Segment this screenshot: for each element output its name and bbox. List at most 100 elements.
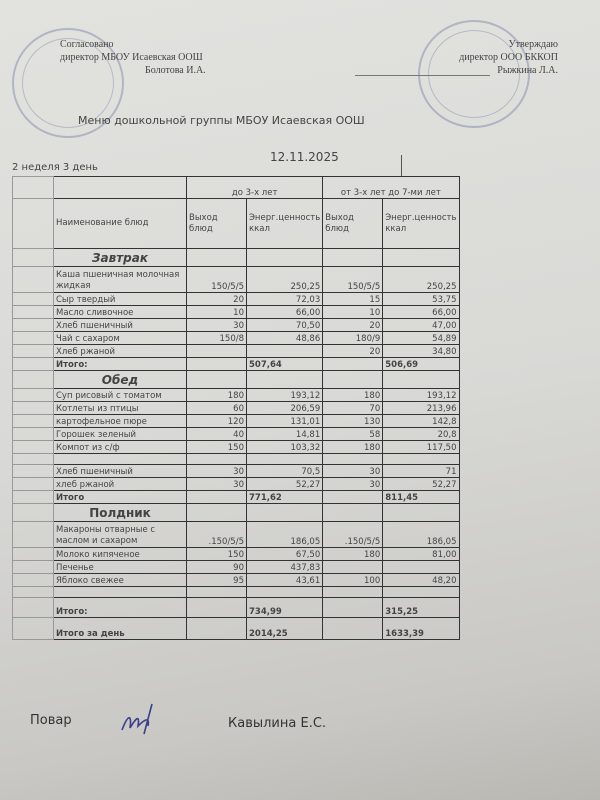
table-row: Чай с сахаром 150/8 48,86 180/9 54,89: [12, 331, 460, 345]
empty-cell: [322, 357, 384, 371]
yield-3-to-7: 180: [322, 440, 384, 454]
empty-cell: [382, 248, 460, 267]
margin-cell: [12, 370, 54, 389]
section-total-under-3: 507,64: [245, 357, 324, 371]
yield-under-3: [186, 453, 247, 465]
margin-cell: [12, 305, 54, 319]
yield-3-to-7: 15: [322, 292, 384, 306]
table-row: [12, 586, 460, 598]
section-total-label: Итого:: [53, 357, 187, 371]
margin-cell: [12, 318, 54, 332]
table-row: Каша пшеничная молочная жидкая 150/5/5 250…: [12, 266, 460, 293]
energy-under-3: [245, 453, 324, 465]
table-row: Завтрак: [12, 248, 460, 267]
dish-name: картофельное пюре: [53, 414, 187, 428]
section-title: Обед: [53, 370, 187, 389]
energy-3-to-7: [382, 560, 460, 574]
yield-3-to-7: [322, 586, 384, 598]
dish-name: Хлеб ржаной: [53, 344, 187, 358]
empty-cell: [382, 370, 460, 389]
margin-cell: [12, 440, 54, 454]
energy-3-to-7: 117,50: [382, 440, 460, 454]
table-row: Котлеты из птицы 60 206,59 70 213,96: [12, 401, 460, 415]
margin-cell: [12, 503, 54, 522]
margin-cell: [12, 344, 54, 358]
margin-cell: [12, 266, 54, 293]
section-total-3-to-7: 315,25: [382, 597, 460, 618]
table-row: Хлеб ржаной 20 34,80: [12, 344, 460, 358]
margin-cell: [12, 388, 54, 402]
approval-left-position: директор МБОУ Исаевская ООШ: [60, 52, 203, 63]
yield-3-to-7: .150/5/5: [322, 521, 384, 548]
empty-cell: [245, 370, 324, 389]
energy-3-to-7: 52,27: [382, 477, 460, 491]
yield-under-3: 30: [186, 318, 247, 332]
yield-3-to-7: 30: [322, 464, 384, 478]
table-row: Молоко кипяченое 150 67,50 180 81,00: [12, 547, 460, 561]
column-header-energy1: Энерг.ценность ккал: [245, 198, 324, 249]
empty-cell: [186, 617, 247, 640]
yield-3-to-7: [322, 453, 384, 465]
dish-name: Масло сливочное: [53, 305, 187, 319]
margin-cell: [12, 248, 54, 267]
cook-role: Повар: [30, 713, 72, 728]
energy-under-3: 43,61: [245, 573, 324, 587]
yield-3-to-7: 130: [322, 414, 384, 428]
column-header-name: Наименование блюд: [53, 198, 187, 249]
energy-3-to-7: 48,20: [382, 573, 460, 587]
empty-cell: [322, 503, 384, 522]
section-total-under-3: 771,62: [245, 490, 324, 504]
approval-left: Согласовано директор МБОУ Исаевская ООШ …: [60, 38, 206, 77]
energy-under-3: [245, 344, 324, 358]
table-row: до 3-х лет от 3-х лет до 7-ми лет: [12, 176, 460, 199]
dish-name: Суп рисовый с томатом: [53, 388, 187, 402]
empty-cell: [186, 370, 247, 389]
name-header-spacer: [53, 176, 187, 199]
energy-under-3: 72,03: [245, 292, 324, 306]
section-total-label: Итого:: [53, 597, 187, 618]
table-row: Итого 771,62 811,45: [12, 490, 460, 504]
dish-name: Чай с сахаром: [53, 331, 187, 345]
day-total-under-3: 2014,25: [245, 617, 324, 640]
empty-cell: [186, 503, 247, 522]
table-row: Наименование блюд Выход блюд Энерг.ценност…: [12, 198, 460, 249]
energy-under-3: 14,81: [245, 427, 324, 441]
dish-name: [53, 586, 187, 598]
empty-cell: [322, 370, 384, 389]
yield-under-3: 90: [186, 560, 247, 574]
margin-cell: [12, 617, 54, 640]
energy-3-to-7: 66,00: [382, 305, 460, 319]
table-row: Суп рисовый с томатом 180 193,12 180 193,12: [12, 388, 460, 402]
energy-under-3: 437,83: [245, 560, 324, 574]
table-row: Масло сливочное 10 66,00 10 66,00: [12, 305, 460, 319]
approval-right-position: директор ООО БККОП: [459, 52, 558, 63]
energy-3-to-7: 20,8: [382, 427, 460, 441]
yield-3-to-7: 70: [322, 401, 384, 415]
yield-under-3: 150/5/5: [186, 266, 247, 293]
approval-left-person: Болотова И.А.: [145, 65, 206, 76]
energy-under-3: 67,50: [245, 547, 324, 561]
column-header-energy2: Энерг.ценность ккал: [382, 198, 460, 249]
margin-cell: [12, 573, 54, 587]
margin-line: [401, 155, 402, 177]
energy-3-to-7: 186,05: [382, 521, 460, 548]
energy-3-to-7: [382, 453, 460, 465]
margin-cell: [12, 477, 54, 491]
table-row: картофельное пюре 120 131,01 130 142,8: [12, 414, 460, 428]
yield-3-to-7: 20: [322, 344, 384, 358]
age-group-under-3: до 3-х лет: [185, 176, 324, 199]
section-total-under-3: 734,99: [245, 597, 324, 618]
margin-cell: [12, 357, 54, 371]
table-row: хлеб ржаной 30 52,27 30 52,27: [12, 477, 460, 491]
energy-under-3: 70,5: [245, 464, 324, 478]
margin-cell: [12, 547, 54, 561]
empty-cell: [245, 503, 324, 522]
column-header-yield1: Выход блюд: [186, 198, 247, 249]
dish-name: Яблоко свежее: [53, 573, 187, 587]
day-total-label: Итого за день: [53, 617, 187, 640]
table-row: Макароны отварные с маслом и сахаром .150…: [12, 521, 460, 548]
yield-3-to-7: 100: [322, 573, 384, 587]
energy-3-to-7: 193,12: [382, 388, 460, 402]
empty-cell: [322, 248, 384, 267]
dish-name: [53, 453, 187, 465]
